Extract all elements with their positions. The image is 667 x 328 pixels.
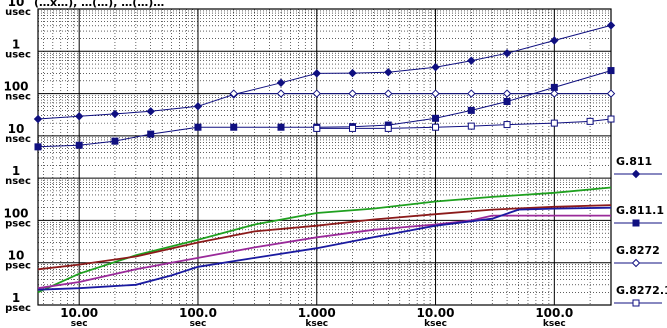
series-point	[111, 137, 119, 145]
series-point	[432, 123, 440, 131]
y-tick-unit: nsec	[5, 134, 31, 145]
series-line-7	[37, 206, 612, 291]
x-tick-unit: sec	[71, 319, 88, 328]
series-point	[550, 36, 559, 45]
series-point	[276, 78, 286, 87]
series-point	[384, 68, 393, 77]
series-point	[467, 56, 476, 65]
series-point	[384, 124, 392, 132]
series-point	[229, 89, 238, 98]
series-point	[312, 89, 321, 98]
y-tick-value: 1	[12, 291, 20, 305]
series-point	[586, 117, 594, 125]
legend-swatch-marker	[632, 219, 640, 227]
series-point	[606, 89, 616, 98]
series-point	[550, 89, 559, 98]
series-point	[503, 121, 511, 129]
series-g-8272-1	[313, 115, 615, 132]
legend-label: G.8272.1	[616, 284, 667, 297]
y-tick-unit: usec	[5, 7, 31, 18]
series-point	[348, 68, 357, 78]
series-point	[467, 122, 475, 130]
series-point	[33, 114, 43, 124]
series-point	[312, 69, 321, 78]
series-point	[607, 67, 615, 75]
x-tick-value: 10.00	[417, 306, 455, 320]
series-point	[146, 107, 155, 116]
series-point	[467, 89, 476, 98]
x-tick-unit: ksec	[305, 319, 328, 328]
series-point	[194, 123, 202, 131]
y-tick-unit: nsec	[5, 92, 31, 103]
series-point	[607, 115, 615, 123]
legend-swatch-marker	[631, 258, 641, 268]
x-axis-labels: 10.00sec100.0sec1.000ksec10.00ksec100.0k…	[60, 306, 573, 328]
series-point	[110, 109, 120, 119]
legend-label: G.811	[616, 155, 652, 168]
series-point	[431, 89, 440, 98]
series-point	[277, 123, 285, 131]
series-line-4	[37, 186, 612, 294]
legend-label: G.8272	[616, 244, 660, 257]
y-tick-value: 10	[8, 249, 25, 263]
grid	[37, 8, 612, 306]
series-line	[37, 186, 612, 294]
series-point	[431, 63, 440, 72]
y-tick-unit: nsec	[5, 176, 31, 187]
series-point	[75, 141, 83, 149]
series-point	[550, 119, 558, 127]
series-point	[193, 102, 203, 111]
series-layer	[33, 21, 616, 294]
series-point	[147, 130, 155, 138]
x-tick-unit: ksec	[543, 319, 566, 328]
legend-swatch-marker	[631, 169, 641, 179]
series-line	[37, 206, 612, 291]
x-tick-value: 100.0	[535, 306, 573, 320]
y-tick-unit: psec	[5, 303, 31, 314]
legend: G.811 G.811.1 G.8272 G.8272.1	[614, 155, 667, 307]
y-tick-value: 100	[3, 206, 28, 220]
series-point	[348, 89, 357, 98]
series-point	[502, 49, 512, 58]
series-point	[467, 106, 475, 114]
series-point	[606, 21, 616, 30]
x-tick-unit: sec	[190, 319, 207, 328]
y-tick-value: 10	[8, 122, 25, 136]
series-point	[230, 123, 238, 131]
series-point	[384, 89, 393, 98]
series-point	[503, 97, 511, 105]
y-tick-value: 100	[3, 80, 28, 94]
y-tick-value: 10	[8, 0, 25, 9]
y-tick-unit: usec	[5, 49, 31, 60]
y-tick-unit: psec	[5, 261, 31, 272]
plot-frame	[37, 8, 612, 306]
series-point	[313, 124, 321, 132]
x-tick-value: 100.0	[179, 306, 217, 320]
series-point	[276, 89, 286, 98]
y-tick-value: 1	[12, 37, 20, 51]
x-tick-value: 1.000	[298, 306, 336, 320]
series-point	[502, 89, 512, 98]
y-tick-value: 1	[12, 164, 20, 178]
series-line-5	[37, 204, 612, 271]
series-g-811	[33, 21, 616, 124]
y-tick-unit: psec	[5, 218, 31, 229]
series-point	[349, 124, 357, 132]
chart-header-fragment: (…x…), …(…), …(…)…	[34, 0, 164, 9]
series-point	[432, 114, 440, 122]
legend-label: G.811.1	[616, 204, 664, 217]
x-tick-value: 10.00	[60, 306, 98, 320]
series-point	[74, 112, 84, 121]
series-line	[37, 204, 612, 271]
series-point	[34, 143, 42, 151]
y-axis-labels: 10usec1usec100nsec10nsec1nsec100psec10ps…	[3, 0, 31, 314]
series-g-8272	[229, 89, 616, 98]
x-tick-unit: ksec	[424, 319, 447, 328]
legend-swatch-marker	[632, 299, 640, 307]
